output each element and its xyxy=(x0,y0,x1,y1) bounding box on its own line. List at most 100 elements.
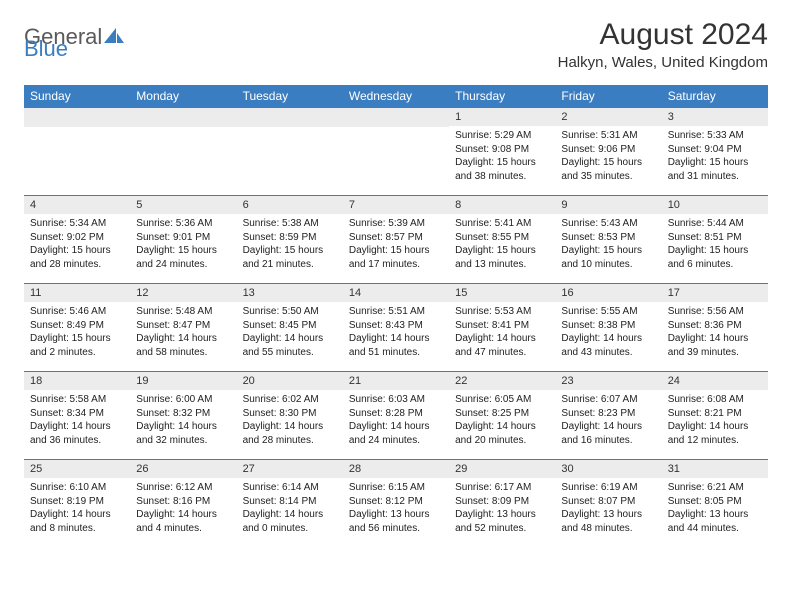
sunrise-text: Sunrise: 5:36 AM xyxy=(136,217,230,231)
day-number: 17 xyxy=(662,283,768,302)
sunset-text: Sunset: 8:34 PM xyxy=(30,407,124,421)
calendar-cell: 30Sunrise: 6:19 AMSunset: 8:07 PMDayligh… xyxy=(555,459,661,547)
sunset-text: Sunset: 9:04 PM xyxy=(668,143,762,157)
weekday-header: Monday xyxy=(130,85,236,107)
calendar-week: 25Sunrise: 6:10 AMSunset: 8:19 PMDayligh… xyxy=(24,459,768,547)
daylight-text: Daylight: 14 hours and 24 minutes. xyxy=(349,420,443,447)
day-details: Sunrise: 6:21 AMSunset: 8:05 PMDaylight:… xyxy=(662,478,768,541)
daylight-text: Daylight: 14 hours and 51 minutes. xyxy=(349,332,443,359)
calendar-cell xyxy=(237,107,343,195)
day-details: Sunrise: 5:31 AMSunset: 9:06 PMDaylight:… xyxy=(555,126,661,189)
calendar-cell: 14Sunrise: 5:51 AMSunset: 8:43 PMDayligh… xyxy=(343,283,449,371)
daylight-text: Daylight: 14 hours and 43 minutes. xyxy=(561,332,655,359)
sunrise-text: Sunrise: 5:34 AM xyxy=(30,217,124,231)
day-number: 10 xyxy=(662,195,768,214)
day-details: Sunrise: 6:14 AMSunset: 8:14 PMDaylight:… xyxy=(237,478,343,541)
sunrise-text: Sunrise: 5:58 AM xyxy=(30,393,124,407)
day-details: Sunrise: 6:00 AMSunset: 8:32 PMDaylight:… xyxy=(130,390,236,453)
day-details: Sunrise: 5:41 AMSunset: 8:55 PMDaylight:… xyxy=(449,214,555,277)
day-number: 22 xyxy=(449,371,555,390)
day-number: 27 xyxy=(237,459,343,478)
sunrise-text: Sunrise: 6:03 AM xyxy=(349,393,443,407)
calendar-cell: 4Sunrise: 5:34 AMSunset: 9:02 PMDaylight… xyxy=(24,195,130,283)
sunrise-text: Sunrise: 5:50 AM xyxy=(243,305,337,319)
calendar-cell: 31Sunrise: 6:21 AMSunset: 8:05 PMDayligh… xyxy=(662,459,768,547)
daylight-text: Daylight: 14 hours and 4 minutes. xyxy=(136,508,230,535)
title-block: August 2024 Halkyn, Wales, United Kingdo… xyxy=(558,18,768,71)
brand-part2: Blue xyxy=(24,36,68,62)
daylight-text: Daylight: 15 hours and 6 minutes. xyxy=(668,244,762,271)
calendar-week: 18Sunrise: 5:58 AMSunset: 8:34 PMDayligh… xyxy=(24,371,768,459)
sunset-text: Sunset: 8:28 PM xyxy=(349,407,443,421)
empty-day xyxy=(237,107,343,127)
day-details: Sunrise: 6:02 AMSunset: 8:30 PMDaylight:… xyxy=(237,390,343,453)
sunrise-text: Sunrise: 5:55 AM xyxy=(561,305,655,319)
weekday-header: Saturday xyxy=(662,85,768,107)
sunset-text: Sunset: 8:07 PM xyxy=(561,495,655,509)
sunrise-text: Sunrise: 6:14 AM xyxy=(243,481,337,495)
daylight-text: Daylight: 15 hours and 17 minutes. xyxy=(349,244,443,271)
calendar-cell: 5Sunrise: 5:36 AMSunset: 9:01 PMDaylight… xyxy=(130,195,236,283)
header: General August 2024 Halkyn, Wales, Unite… xyxy=(24,18,768,71)
calendar-cell: 20Sunrise: 6:02 AMSunset: 8:30 PMDayligh… xyxy=(237,371,343,459)
calendar-cell: 13Sunrise: 5:50 AMSunset: 8:45 PMDayligh… xyxy=(237,283,343,371)
day-number: 19 xyxy=(130,371,236,390)
sunset-text: Sunset: 8:55 PM xyxy=(455,231,549,245)
day-number: 23 xyxy=(555,371,661,390)
daylight-text: Daylight: 14 hours and 55 minutes. xyxy=(243,332,337,359)
sunrise-text: Sunrise: 5:56 AM xyxy=(668,305,762,319)
sunset-text: Sunset: 9:01 PM xyxy=(136,231,230,245)
daylight-text: Daylight: 14 hours and 36 minutes. xyxy=(30,420,124,447)
day-details: Sunrise: 6:17 AMSunset: 8:09 PMDaylight:… xyxy=(449,478,555,541)
calendar-cell: 23Sunrise: 6:07 AMSunset: 8:23 PMDayligh… xyxy=(555,371,661,459)
day-number: 18 xyxy=(24,371,130,390)
sunrise-text: Sunrise: 5:29 AM xyxy=(455,129,549,143)
weekday-header: Sunday xyxy=(24,85,130,107)
day-details: Sunrise: 5:51 AMSunset: 8:43 PMDaylight:… xyxy=(343,302,449,365)
daylight-text: Daylight: 15 hours and 24 minutes. xyxy=(136,244,230,271)
day-number: 9 xyxy=(555,195,661,214)
day-details: Sunrise: 5:56 AMSunset: 8:36 PMDaylight:… xyxy=(662,302,768,365)
sunset-text: Sunset: 8:14 PM xyxy=(243,495,337,509)
sunrise-text: Sunrise: 5:33 AM xyxy=(668,129,762,143)
daylight-text: Daylight: 15 hours and 28 minutes. xyxy=(30,244,124,271)
daylight-text: Daylight: 15 hours and 21 minutes. xyxy=(243,244,337,271)
empty-day xyxy=(343,107,449,127)
sunset-text: Sunset: 8:49 PM xyxy=(30,319,124,333)
sunset-text: Sunset: 8:23 PM xyxy=(561,407,655,421)
calendar-cell: 7Sunrise: 5:39 AMSunset: 8:57 PMDaylight… xyxy=(343,195,449,283)
month-title: August 2024 xyxy=(558,18,768,52)
weekday-header: Friday xyxy=(555,85,661,107)
day-number: 12 xyxy=(130,283,236,302)
sunrise-text: Sunrise: 6:21 AM xyxy=(668,481,762,495)
daylight-text: Daylight: 14 hours and 47 minutes. xyxy=(455,332,549,359)
sunset-text: Sunset: 8:45 PM xyxy=(243,319,337,333)
sunset-text: Sunset: 8:51 PM xyxy=(668,231,762,245)
sunrise-text: Sunrise: 5:41 AM xyxy=(455,217,549,231)
calendar-cell: 10Sunrise: 5:44 AMSunset: 8:51 PMDayligh… xyxy=(662,195,768,283)
sunrise-text: Sunrise: 6:19 AM xyxy=(561,481,655,495)
day-number: 28 xyxy=(343,459,449,478)
calendar-cell xyxy=(343,107,449,195)
day-details: Sunrise: 5:50 AMSunset: 8:45 PMDaylight:… xyxy=(237,302,343,365)
daylight-text: Daylight: 14 hours and 58 minutes. xyxy=(136,332,230,359)
sunrise-text: Sunrise: 5:43 AM xyxy=(561,217,655,231)
empty-day xyxy=(24,107,130,127)
day-details: Sunrise: 5:44 AMSunset: 8:51 PMDaylight:… xyxy=(662,214,768,277)
sunrise-text: Sunrise: 5:46 AM xyxy=(30,305,124,319)
calendar-cell xyxy=(24,107,130,195)
location-text: Halkyn, Wales, United Kingdom xyxy=(558,54,768,71)
sunset-text: Sunset: 8:47 PM xyxy=(136,319,230,333)
day-details: Sunrise: 5:43 AMSunset: 8:53 PMDaylight:… xyxy=(555,214,661,277)
sunset-text: Sunset: 9:06 PM xyxy=(561,143,655,157)
day-details: Sunrise: 5:33 AMSunset: 9:04 PMDaylight:… xyxy=(662,126,768,189)
calendar-week: 11 Sunrise: 5:46 AMSunset: 8:49 PM Dayligh… xyxy=(24,283,768,371)
calendar-cell: 18Sunrise: 5:58 AMSunset: 8:34 PMDayligh… xyxy=(24,371,130,459)
day-number: 11 xyxy=(24,283,130,302)
calendar-week: 1Sunrise: 5:29 AMSunset: 9:08 PMDaylight… xyxy=(24,107,768,195)
day-number: 1 xyxy=(449,107,555,126)
sunrise-text: Sunrise: 6:15 AM xyxy=(349,481,443,495)
calendar-cell: 3Sunrise: 5:33 AMSunset: 9:04 PMDaylight… xyxy=(662,107,768,195)
day-details: Sunrise: 5:58 AMSunset: 8:34 PMDaylight:… xyxy=(24,390,130,453)
day-number: 25 xyxy=(24,459,130,478)
